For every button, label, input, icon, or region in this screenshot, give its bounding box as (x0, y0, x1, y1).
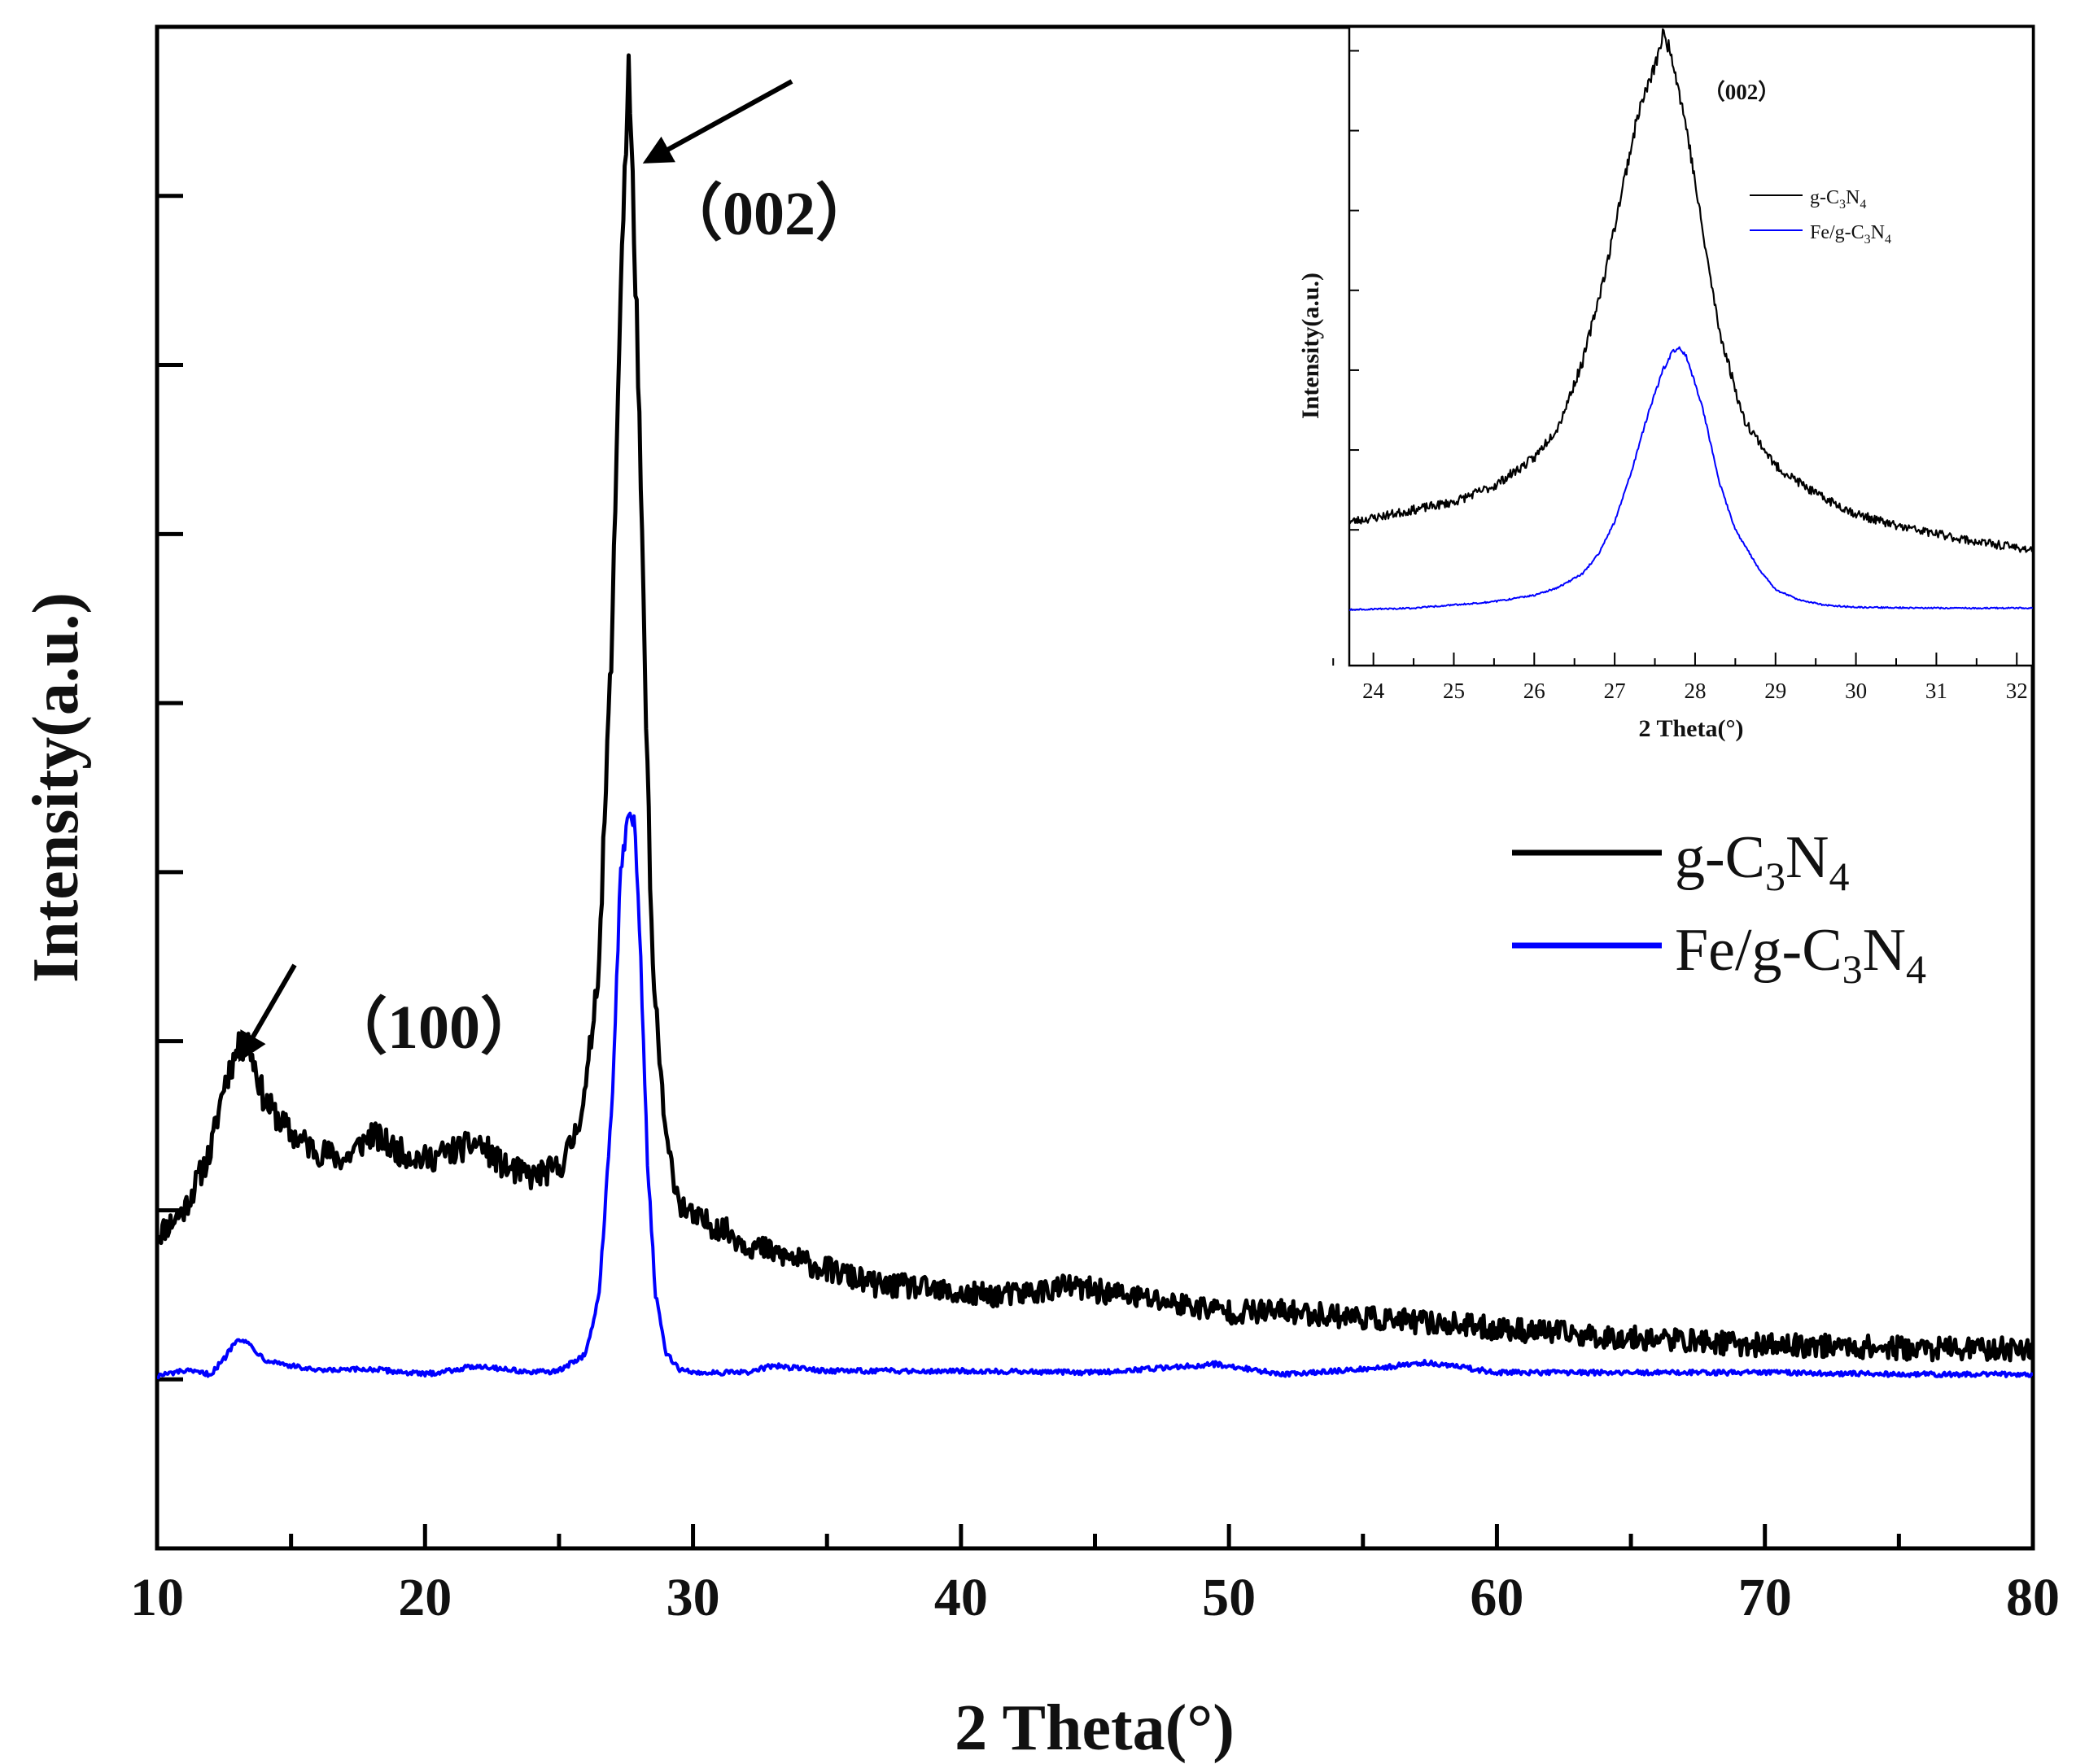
main-y-axis-label: Intensity(a.u.) (20, 592, 92, 983)
x-tick-label: 25 (1443, 679, 1465, 703)
x-tick-label: 31 (1925, 679, 1947, 703)
series-line-g-c3n4 (1349, 28, 2033, 553)
inset-plot-frame (1348, 25, 2034, 667)
main-y-ticks (157, 24, 183, 1551)
inset-x-axis-label: 2 Theta(°) (1639, 715, 1744, 742)
x-tick-label: 29 (1764, 679, 1786, 703)
inset-y-ticks (1349, 50, 1359, 611)
inset-x-ticks: 24 25 26 27 28 29 30 31 32 (1332, 653, 2028, 703)
series-line-fe-g-c3n4 (157, 811, 2033, 1380)
inset-title: （002） (1703, 80, 1781, 104)
inset-y-axis-label: Intensity(a.u.) (1297, 273, 1324, 419)
main-series-group (157, 53, 2033, 1380)
legend-label-g-c3n4: g-C3N4 (1675, 824, 1849, 899)
annotation-100: （100） (326, 993, 542, 1062)
x-tick-label: 26 (1523, 679, 1545, 703)
x-tick-label: 24 (1362, 679, 1385, 703)
x-tick-label: 28 (1684, 679, 1706, 703)
inset-chart: 24 25 26 27 28 29 30 31 32 （002） 2 Theta(°) Inte… (1297, 25, 2034, 742)
inset-legend: g-C3N4 Fe/g-C3N4 (1750, 187, 1891, 247)
x-tick-label: 50 (1202, 1568, 1256, 1627)
main-legend: g-C3N4 Fe/g-C3N4 (1512, 824, 1926, 992)
legend-label-fe-g-c3n4: Fe/g-C3N4 (1675, 917, 1926, 992)
x-tick-label: 32 (2006, 679, 2028, 703)
inset-legend-label-g-c3n4: g-C3N4 (1810, 187, 1866, 212)
annotation-002: （002） (661, 180, 877, 248)
x-tick-label: 10 (130, 1568, 184, 1627)
arrow-002 (642, 79, 793, 164)
x-tick-label: 30 (1845, 679, 1867, 703)
main-chart: 10 20 30 40 50 60 70 80 2 Theta(°) Intensity(a.… (20, 24, 2060, 1764)
arrow-100 (238, 963, 297, 1063)
x-tick-label: 80 (2006, 1568, 2060, 1627)
inset-legend-label-fe-g-c3n4: Fe/g-C3N4 (1810, 222, 1891, 247)
main-x-axis-label: 2 Theta(°) (955, 1692, 1235, 1764)
main-x-ticks: 10 20 30 40 50 60 70 80 (130, 1524, 2060, 1627)
x-tick-label: 30 (667, 1568, 720, 1627)
x-tick-label: 20 (398, 1568, 452, 1627)
x-tick-label: 70 (1738, 1568, 1792, 1627)
series-line-fe-g-c3n4 (1349, 346, 2033, 611)
series-line-g-c3n4 (157, 53, 2033, 1363)
x-tick-label: 40 (934, 1568, 988, 1627)
x-tick-label: 27 (1604, 679, 1626, 703)
x-tick-label: 60 (1470, 1568, 1523, 1627)
inset-series-group (1349, 28, 2033, 611)
inset-background (1349, 27, 2033, 666)
